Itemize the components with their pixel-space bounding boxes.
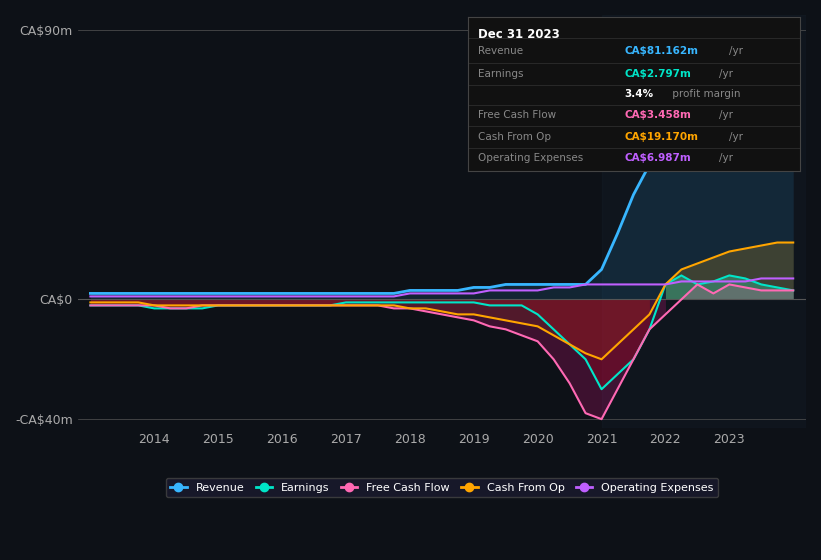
Text: CA$2.797m: CA$2.797m [624,69,691,79]
Text: /yr: /yr [729,46,743,55]
Text: CA$6.987m: CA$6.987m [624,153,691,164]
Text: Earnings: Earnings [478,69,524,79]
Text: Free Cash Flow: Free Cash Flow [478,110,556,120]
Text: /yr: /yr [719,69,733,79]
Text: /yr: /yr [719,110,733,120]
Text: Revenue: Revenue [478,46,523,55]
Text: 3.4%: 3.4% [624,89,654,99]
Text: CA$81.162m: CA$81.162m [624,46,698,55]
Text: /yr: /yr [719,153,733,164]
Bar [602,15,806,428]
Text: Cash From Op: Cash From Op [478,132,551,142]
Text: CA$3.458m: CA$3.458m [624,110,691,120]
Text: Dec 31 2023: Dec 31 2023 [478,27,560,40]
Text: CA$19.170m: CA$19.170m [624,132,698,142]
Text: profit margin: profit margin [669,89,741,99]
Text: Operating Expenses: Operating Expenses [478,153,583,164]
Legend: Revenue, Earnings, Free Cash Flow, Cash From Op, Operating Expenses: Revenue, Earnings, Free Cash Flow, Cash … [166,478,718,497]
Text: /yr: /yr [729,132,743,142]
